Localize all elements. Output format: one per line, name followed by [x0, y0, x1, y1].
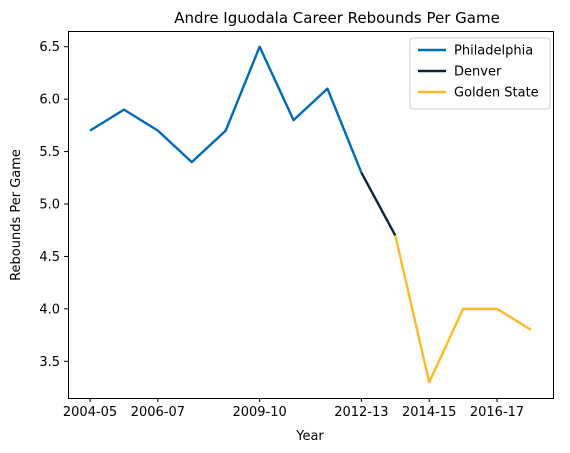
y-tick-label: 3.5 [39, 355, 60, 370]
x-tick-label: 2012-13 [334, 405, 388, 420]
y-tick-label: 4.0 [39, 302, 60, 317]
x-tick-label: 2014-15 [402, 405, 456, 420]
legend: Philadelphia Denver Golden State [409, 37, 551, 110]
x-axis-label: Year [295, 429, 324, 444]
series-line-golden-state [394, 235, 532, 384]
y-axis: 3.5 4.0 4.5 5.0 5.5 6.0 6.5 [39, 40, 68, 370]
plot-frame [68, 31, 554, 399]
series-line-denver [360, 171, 397, 237]
y-tick-label: 6.0 [39, 93, 60, 108]
x-tick-label: 2016-17 [470, 405, 524, 420]
y-axis-label: Rebounds Per Game [9, 149, 24, 281]
series-line-philadelphia [89, 45, 363, 174]
plot-lines [89, 45, 532, 384]
legend-label: Golden State [454, 86, 539, 101]
x-tick-label: 2004-05 [63, 405, 117, 420]
y-tick-label: 6.5 [39, 40, 60, 55]
x-axis: 2004-05 2006-07 2009-10 2012-13 2014-15 2016-… [63, 398, 524, 420]
legend-label: Philadelphia [454, 44, 533, 59]
x-tick-label: 2009-10 [232, 405, 286, 420]
y-tick-label: 4.5 [39, 250, 60, 265]
y-tick-label: 5.0 [39, 198, 60, 213]
chart-title: Andre Iguodala Career Rebounds Per Game [174, 9, 500, 27]
legend-label: Denver [454, 65, 502, 80]
y-tick-label: 5.5 [39, 145, 60, 160]
x-tick-label: 2006-07 [131, 405, 185, 420]
